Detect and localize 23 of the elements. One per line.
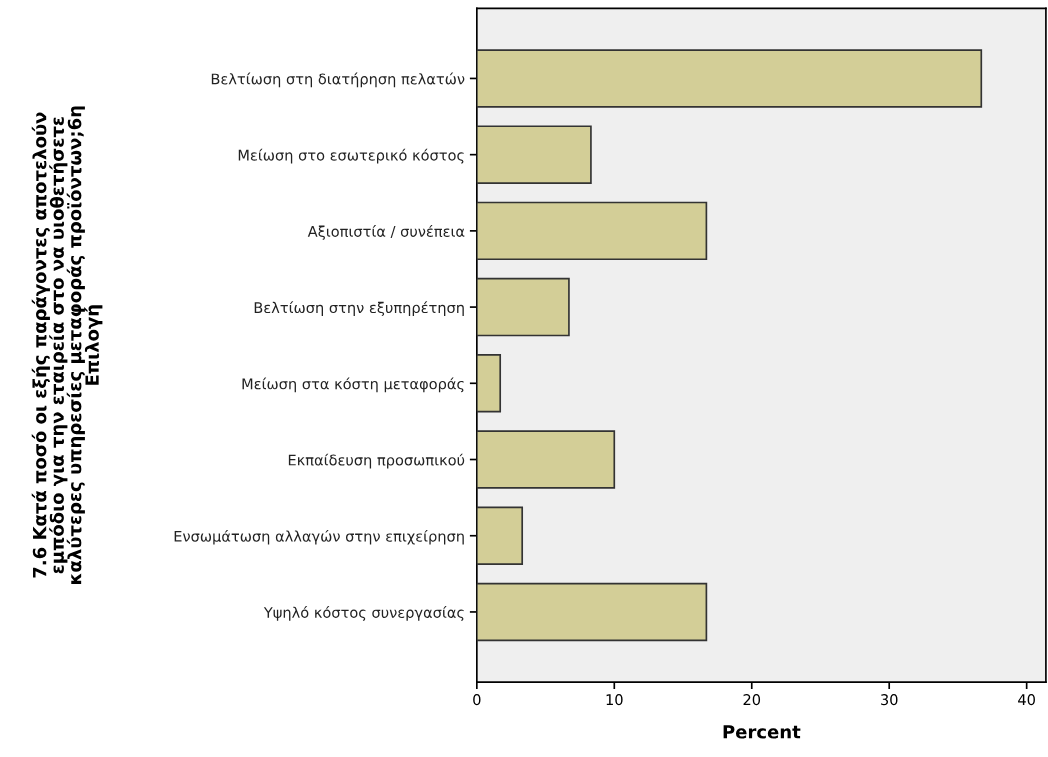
bar [476, 506, 524, 565]
x-tick-label: 20 [743, 694, 761, 706]
bar [476, 201, 708, 261]
y-tick-label: Αξιοπιστία / συνέπεια [307, 225, 465, 240]
x-tick-label: 10 [606, 694, 623, 706]
bar [476, 582, 708, 642]
y-tick-label: Βελτίωση στην εξυπηρέτηση [254, 301, 464, 316]
y-tick-label: Μείωση στα κόστη μεταφοράς [242, 377, 464, 393]
x-tick-label: 40 [1018, 694, 1035, 706]
bar [476, 277, 570, 337]
bar [476, 430, 616, 489]
bar [476, 125, 592, 184]
x-axis-title: Percent [723, 725, 801, 739]
bar [476, 354, 502, 413]
y-tick-label: Ενσωμάτωση αλλαγών στην επιχείρηση [174, 529, 464, 545]
bar [476, 49, 983, 108]
y-axis-title: 7.6 Κατά ποσό οι εξής παράγοντες αποτελούν εμπόδιο για την εταιρεία στο να υιοθετήσετε καλύτερες υπηρεσίες μεταφοράς προϊόντων;6η Επιλογή [31, 106, 103, 584]
y-tick-label: Μείωση στο εσωτερικό κόστος [238, 148, 464, 164]
y-tick-label: Υψηλό κόστος συνεργασίας [263, 606, 464, 621]
y-tick-label: Εκπαίδευση προσωπικού [288, 453, 465, 469]
y-tick-label: Βελτίωση στη διατήρηση πελατών [211, 72, 465, 88]
x-tick-label: 0 [473, 694, 481, 706]
x-tick-label: 30 [881, 694, 898, 706]
